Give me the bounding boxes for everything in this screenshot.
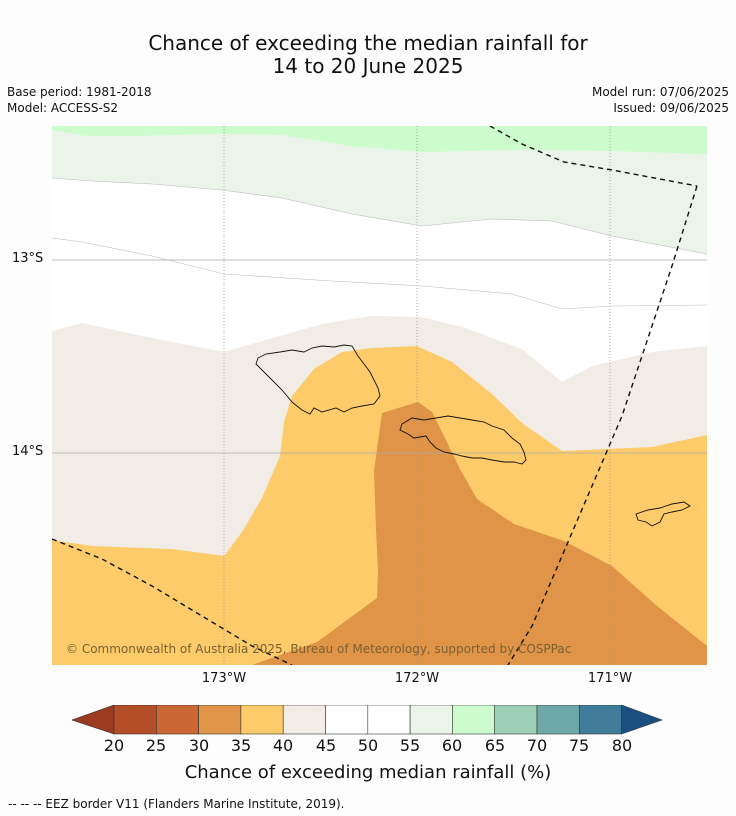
rainfall-map bbox=[52, 126, 707, 665]
copyright-notice: © Commonwealth of Australia 2025, Bureau… bbox=[66, 642, 572, 656]
tutuila-island bbox=[635, 501, 691, 527]
region-30-35 bbox=[252, 402, 707, 665]
map-title-line1: Chance of exceeding the median rainfall … bbox=[148, 31, 588, 55]
cb-tick-80: 80 bbox=[611, 736, 633, 755]
cb-tick-30: 30 bbox=[188, 736, 210, 755]
savaii-island bbox=[255, 344, 381, 415]
map-title-line2: 14 to 20 June 2025 bbox=[272, 54, 464, 78]
eez-legend-note: -- -- -- EEZ border V11 (Flanders Marine… bbox=[8, 797, 345, 811]
cb-tick-55: 55 bbox=[399, 736, 421, 755]
graticule bbox=[52, 126, 707, 665]
lat-label-14s: 14°S bbox=[12, 444, 44, 459]
cb-tick-20: 20 bbox=[103, 736, 125, 755]
cb-tick-65: 65 bbox=[484, 736, 506, 755]
issued-date: Issued: 09/06/2025 bbox=[613, 101, 729, 115]
lon-label-173w: 173°W bbox=[201, 671, 247, 686]
islands bbox=[255, 344, 691, 527]
cb-tick-35: 35 bbox=[230, 736, 252, 755]
cb-tick-60: 60 bbox=[441, 736, 463, 755]
region-55-60 bbox=[52, 126, 707, 254]
lat-label-13s: 13°S bbox=[12, 251, 44, 266]
lon-label-172w: 172°W bbox=[394, 671, 440, 686]
colorbar-segments bbox=[113, 705, 622, 735]
cb-tick-70: 70 bbox=[526, 736, 548, 755]
colorbar-high-arrow bbox=[621, 705, 663, 735]
cb-tick-40: 40 bbox=[272, 736, 294, 755]
eez-border-south bbox=[52, 538, 293, 665]
model-name: Model: ACCESS-S2 bbox=[7, 101, 119, 115]
cb-tick-25: 25 bbox=[145, 736, 167, 755]
cb-tick-75: 75 bbox=[568, 736, 590, 755]
region-60-65 bbox=[52, 126, 707, 154]
eez-border-east bbox=[507, 185, 698, 665]
upolu-island bbox=[399, 415, 527, 465]
colorbar-label: Chance of exceeding median rainfall (%) bbox=[184, 762, 552, 783]
colorbar bbox=[72, 705, 663, 735]
cb-tick-50: 50 bbox=[357, 736, 379, 755]
eez-border-north bbox=[489, 126, 698, 187]
base-period: Base period: 1981-2018 bbox=[7, 85, 152, 99]
cb-tick-45: 45 bbox=[315, 736, 337, 755]
colorbar-low-arrow bbox=[72, 705, 115, 735]
lon-label-171w: 171°W bbox=[587, 671, 633, 686]
model-run: Model run: 07/06/2025 bbox=[591, 85, 729, 99]
